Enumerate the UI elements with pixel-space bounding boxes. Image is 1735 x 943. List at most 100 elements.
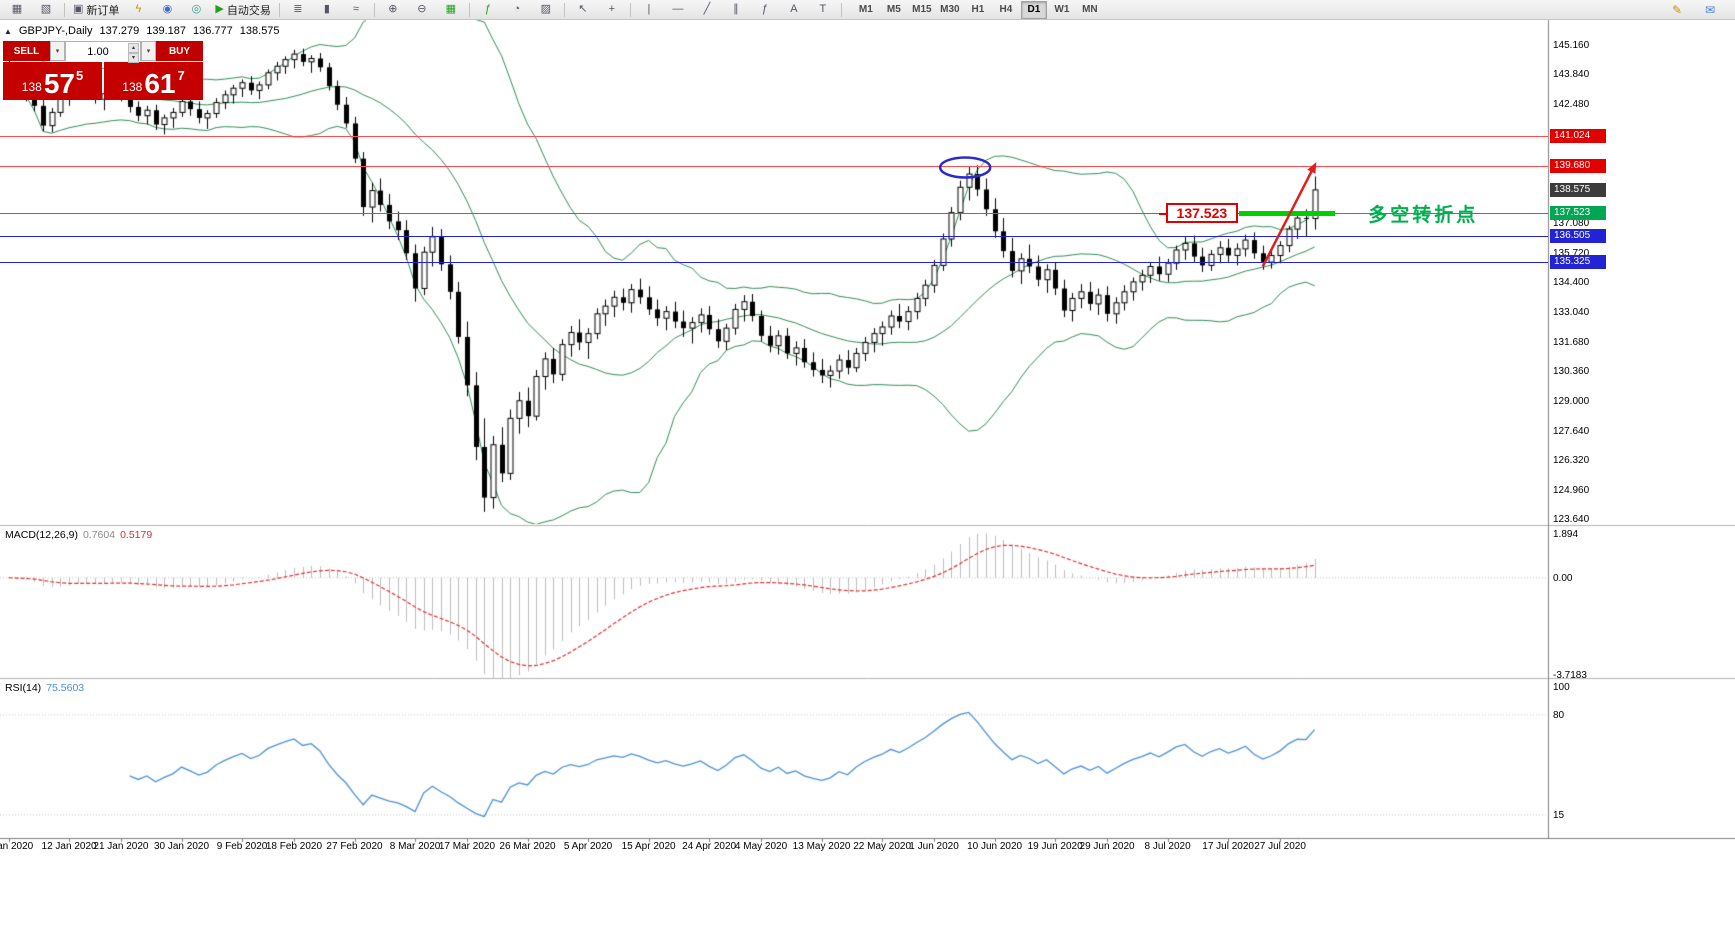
ohlc-high: 139.187 bbox=[146, 25, 187, 37]
price-tag-138.575: 138.575 bbox=[1550, 183, 1606, 198]
line-chart-icon: ≈ bbox=[352, 3, 359, 15]
toolbar-separator bbox=[278, 2, 280, 17]
macd-main-value: 0.7604 bbox=[82, 529, 116, 541]
timeframe-d1[interactable]: D1 bbox=[1020, 0, 1047, 19]
buy-button[interactable]: BUY bbox=[156, 41, 203, 61]
date-label-40: 27 Feb 2020 bbox=[326, 841, 383, 852]
price-tick-143.840: 143.840 bbox=[1553, 69, 1590, 81]
mql5-community-button[interactable]: ◉ bbox=[153, 0, 181, 19]
indicators-button[interactable]: ƒ bbox=[474, 0, 502, 19]
date-label-60: 26 Mar 2020 bbox=[499, 841, 556, 852]
arrows-icon: T bbox=[819, 3, 827, 15]
date-label-67: 5 Apr 2020 bbox=[563, 841, 613, 852]
price-tag-136.505: 136.505 bbox=[1550, 228, 1606, 243]
new-chart-button[interactable]: ▦ bbox=[3, 0, 31, 19]
lot-decrease-button[interactable]: ▾ bbox=[128, 53, 139, 63]
periods-icon: ◔ bbox=[513, 3, 521, 15]
timeframe-m5[interactable]: M5 bbox=[886, 4, 901, 15]
one-click-trade-panel: SELL ▾ ▴ ▾ ▾ BUY 138 57 5 bbox=[3, 41, 203, 100]
autotrading-icon: ▶ bbox=[215, 3, 224, 15]
price-tag-135.325: 135.325 bbox=[1550, 254, 1606, 269]
date-label-87: 4 May 2020 bbox=[734, 841, 788, 852]
line-chart-button[interactable]: ≈ bbox=[342, 0, 370, 19]
price-tag-141.024: 141.024 bbox=[1550, 129, 1606, 144]
rsi-scale-15: 15 bbox=[1553, 809, 1565, 821]
message-button[interactable]: ✉ bbox=[1696, 0, 1724, 19]
timeframe-mn[interactable]: MN bbox=[1082, 4, 1098, 15]
message-icon: ✉ bbox=[1704, 2, 1716, 17]
support-line-135-325[interactable] bbox=[0, 262, 1548, 263]
autotrading-button[interactable]: ▶ 自动交易 bbox=[211, 0, 274, 19]
autotrading-button-label: 自动交易 bbox=[226, 4, 271, 17]
date-label-33: 18 Feb 2020 bbox=[265, 841, 323, 852]
expert-advisors-button[interactable]: ϟ bbox=[124, 0, 152, 19]
sell-button[interactable]: SELL bbox=[3, 41, 50, 61]
lot-size-input[interactable] bbox=[66, 43, 140, 61]
templates-button[interactable]: ▨ bbox=[532, 0, 560, 19]
sell-options-caret[interactable]: ▾ bbox=[50, 41, 65, 61]
date-label-0: 2 Jan 2020 bbox=[0, 841, 34, 852]
zoom-out-button[interactable]: ⊖ bbox=[408, 0, 436, 19]
chart-profiles-button[interactable]: ▧ bbox=[32, 0, 60, 19]
vertical-line-button[interactable]: | bbox=[635, 0, 663, 19]
equidistant-channel-button[interactable]: ∥ bbox=[722, 0, 750, 19]
timeframe-w1[interactable]: W1 bbox=[1054, 4, 1070, 15]
periods-button[interactable]: ◔ bbox=[503, 0, 531, 19]
arrows-button[interactable]: T bbox=[809, 0, 837, 19]
resistance-line-139-680[interactable] bbox=[0, 166, 1548, 167]
trendline-button[interactable]: ╱ bbox=[693, 0, 721, 19]
pivot-price-label[interactable]: 137.523 bbox=[1158, 203, 1238, 224]
date-label-107: 1 Jun 2020 bbox=[909, 841, 959, 852]
ohlc-open: 137.279 bbox=[99, 25, 140, 37]
date-label-114: 10 Jun 2020 bbox=[967, 841, 1023, 852]
pivot-line-137-523[interactable] bbox=[0, 213, 1548, 214]
sell-price-display[interactable]: 138 57 5 bbox=[3, 62, 102, 100]
pivot-highlight-segment[interactable] bbox=[1239, 211, 1335, 217]
price-tick-145.160: 145.160 bbox=[1553, 40, 1590, 52]
timeframe-m30[interactable]: M30 bbox=[940, 4, 960, 15]
resistance-line-141-024[interactable] bbox=[0, 136, 1548, 137]
new-order-button-label: 新订单 bbox=[86, 4, 120, 17]
macd-signal-value: 0.5179 bbox=[120, 529, 153, 541]
macd-indicator-label: MACD(12,26,9) 0.7604 0.5179 bbox=[5, 529, 152, 541]
lot-increase-button[interactable]: ▴ bbox=[128, 43, 139, 53]
new-order-button[interactable]: ▣ 新订单 bbox=[69, 0, 123, 19]
price-tag-137.523: 137.523 bbox=[1550, 206, 1606, 221]
candlestick-chart-icon: ▮ bbox=[323, 3, 330, 15]
cursor-button[interactable]: ↖ bbox=[569, 0, 597, 19]
sell-price-main: 57 bbox=[43, 68, 75, 99]
symbol-name: GBPJPY-,Daily bbox=[18, 25, 93, 37]
price-tick-131.680: 131.680 bbox=[1553, 336, 1590, 348]
timeframe-h1[interactable]: H1 bbox=[971, 4, 985, 15]
price-tick-135.720: 135.720 bbox=[1553, 247, 1590, 259]
date-label-147: 27 Jul 2020 bbox=[1254, 841, 1306, 852]
timeframe-m1[interactable]: M1 bbox=[858, 4, 873, 15]
support-line-136-505[interactable] bbox=[0, 236, 1548, 237]
toolbar-separator bbox=[629, 2, 631, 17]
bar-chart-button[interactable]: ≣ bbox=[284, 0, 312, 19]
timeframe-m15[interactable]: M15 bbox=[912, 4, 932, 15]
market-button[interactable]: ◎ bbox=[182, 0, 210, 19]
buy-options-caret[interactable]: ▾ bbox=[141, 41, 156, 61]
pivot-chinese-annotation[interactable]: 多空转折点 bbox=[1368, 205, 1479, 227]
text-label-button[interactable]: A bbox=[780, 0, 808, 19]
price-tick-123.640: 123.640 bbox=[1553, 513, 1590, 525]
templates-icon: ▨ bbox=[540, 3, 552, 15]
tile-windows-button[interactable]: ▦ bbox=[437, 0, 465, 19]
crosshair-button[interactable]: + bbox=[598, 0, 626, 19]
horizontal-line-button[interactable]: — bbox=[664, 0, 692, 19]
candlestick-chart-button[interactable]: ▮ bbox=[313, 0, 341, 19]
edit-button[interactable]: ✎ bbox=[1663, 0, 1691, 19]
sell-price-prefix: 138 bbox=[21, 80, 42, 94]
cursor-icon: ↖ bbox=[578, 3, 588, 15]
fibonacci-button[interactable]: ƒ bbox=[751, 0, 779, 19]
zoom-in-button[interactable]: ⊕ bbox=[379, 0, 407, 19]
chart-profiles-icon: ▧ bbox=[40, 3, 52, 15]
panel-collapse-toggle[interactable]: ▲ bbox=[4, 26, 12, 36]
rsi-value: 75.5603 bbox=[46, 682, 85, 694]
timeframe-h4[interactable]: H4 bbox=[999, 4, 1013, 15]
buy-price-prefix: 138 bbox=[122, 80, 143, 94]
timeframe-toolbar: M1 M5 M15 M30 H1 H4 D1 W1 MN bbox=[852, 0, 1104, 19]
buy-price-display[interactable]: 138 61 7 bbox=[104, 62, 203, 100]
